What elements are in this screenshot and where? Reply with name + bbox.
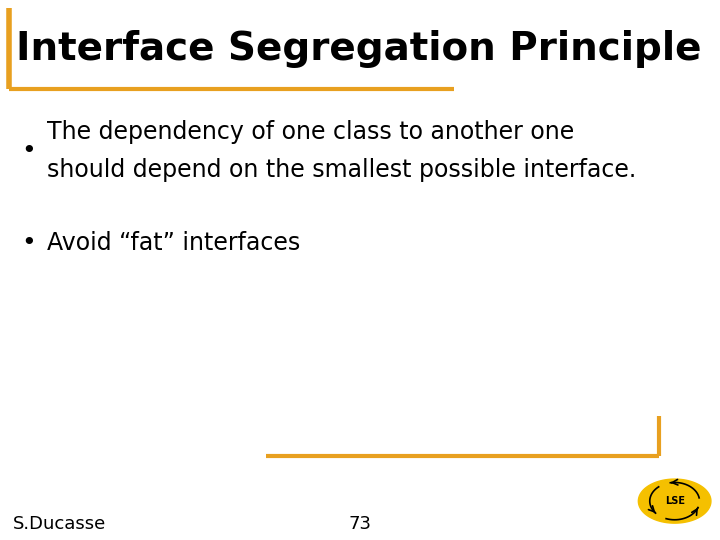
- Text: 73: 73: [348, 515, 372, 533]
- Text: LSE: LSE: [665, 496, 685, 506]
- Text: •: •: [22, 231, 36, 255]
- Text: S.Ducasse: S.Ducasse: [13, 515, 107, 533]
- Polygon shape: [639, 479, 711, 523]
- Text: Interface Segregation Principle: Interface Segregation Principle: [16, 30, 701, 68]
- Text: Avoid “fat” interfaces: Avoid “fat” interfaces: [47, 231, 300, 255]
- Text: The dependency of one class to another one: The dependency of one class to another o…: [47, 120, 574, 144]
- Text: should depend on the smallest possible interface.: should depend on the smallest possible i…: [47, 158, 636, 182]
- Text: •: •: [22, 139, 36, 163]
